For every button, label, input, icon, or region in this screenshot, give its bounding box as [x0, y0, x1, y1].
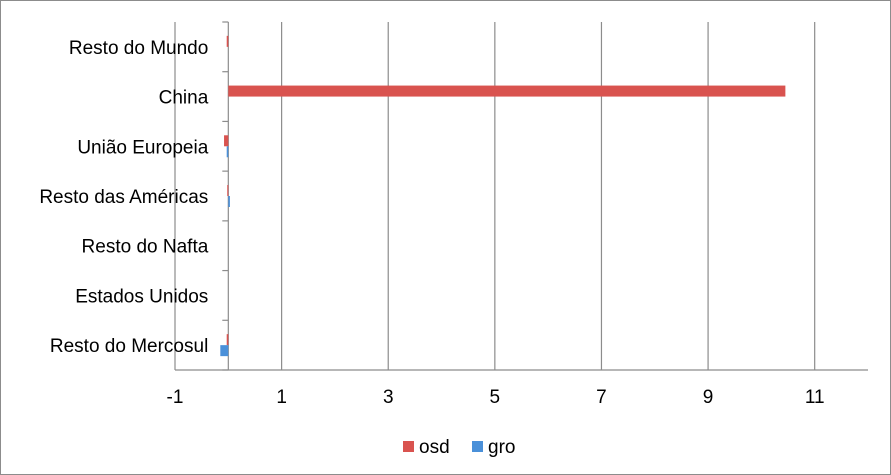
bar-osd-6	[226, 334, 229, 346]
bar-gro-2	[226, 146, 229, 158]
x-tick-label-0: -1	[167, 387, 184, 408]
x-tick-label-4: 7	[596, 387, 607, 408]
legend-swatch-osd	[403, 441, 414, 452]
category-label-3: Resto das Américas	[39, 187, 208, 208]
category-label-2: União Europeia	[77, 137, 208, 158]
category-label-5: Estados Unidos	[75, 286, 208, 307]
legend-label-gro: gro	[488, 437, 515, 458]
bar-osd-2	[224, 135, 229, 147]
category-label-4: Resto do Nafta	[82, 237, 209, 258]
x-tick-label-5: 9	[703, 387, 714, 408]
legend-swatch-gro	[472, 441, 483, 452]
x-tick-label-3: 5	[490, 387, 501, 408]
category-label-1: China	[159, 88, 209, 109]
bar-osd-3	[227, 185, 229, 196]
bar-osd-1	[228, 85, 786, 97]
x-tick-label-1: 1	[276, 387, 287, 408]
bar-osd-0	[226, 35, 229, 47]
x-tick-label-2: 3	[383, 387, 394, 408]
bar-gro-6	[220, 345, 229, 357]
bar-gro-3	[228, 196, 230, 207]
category-label-6: Resto do Mercosul	[50, 336, 208, 357]
category-label-0: Resto do Mundo	[69, 38, 208, 59]
x-tick-label-6: 11	[805, 387, 825, 408]
legend-label-osd: osd	[419, 437, 450, 458]
